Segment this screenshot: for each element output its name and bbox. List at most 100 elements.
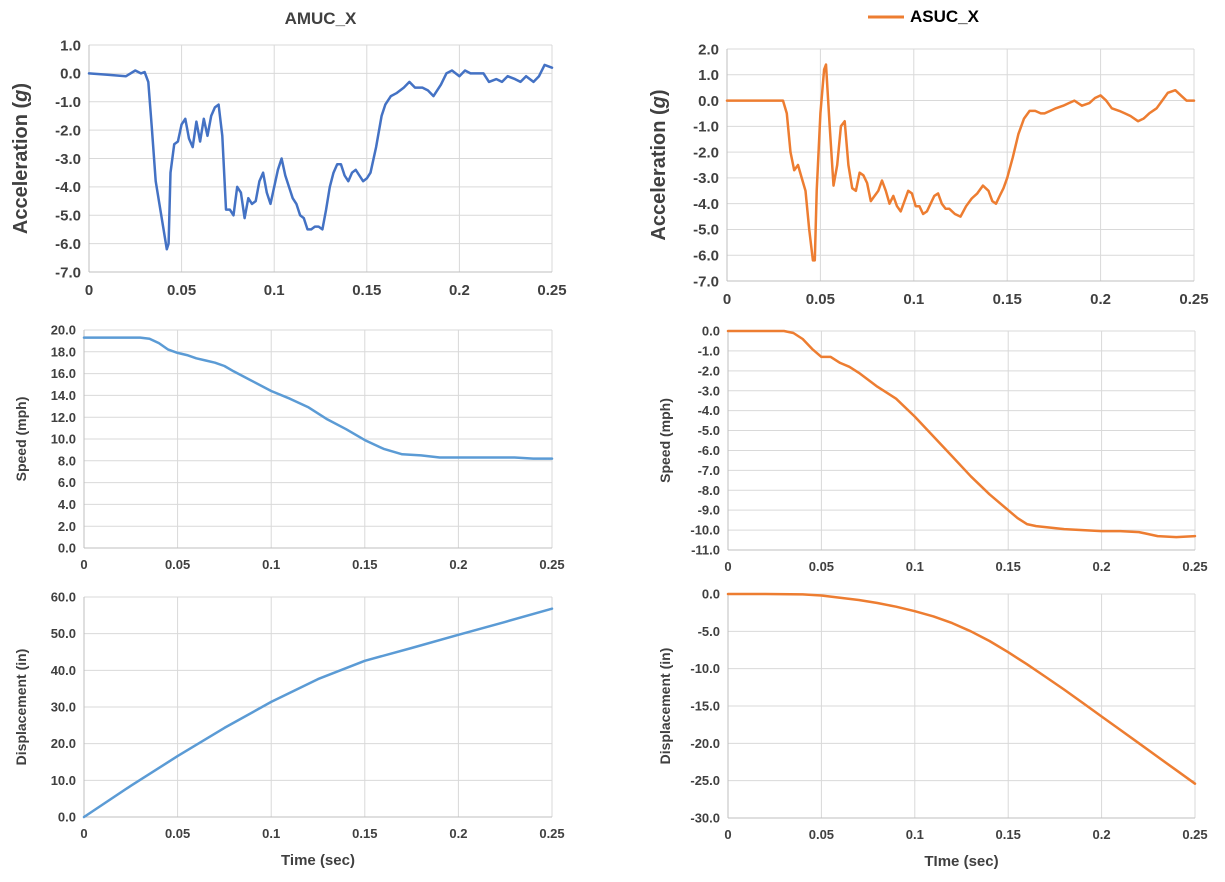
y-tick-label: 14.0 <box>51 388 76 403</box>
x-tick-label: 0.05 <box>809 559 834 574</box>
x-tick-label: 0.05 <box>167 282 196 299</box>
y-tick-label: -10.0 <box>690 523 720 538</box>
y-tick-label: -4.0 <box>693 196 719 213</box>
y-tick-label: 0.0 <box>702 324 720 339</box>
y-tick-label: 10.0 <box>51 773 76 788</box>
y-tick-label: 20.0 <box>51 323 76 338</box>
y-tick-label: -8.0 <box>698 483 720 498</box>
x-tick-label: 0.1 <box>262 557 280 572</box>
x-tick-label: 0.25 <box>1182 827 1207 842</box>
y-tick-label: -4.0 <box>698 403 720 418</box>
y-tick-label: -7.0 <box>693 273 719 290</box>
y-tick-label: 18.0 <box>51 344 76 359</box>
x-tick-label: 0 <box>723 291 731 308</box>
y-tick-label: 0.0 <box>58 810 76 825</box>
x-axis-label: TIme (sec) <box>924 853 998 870</box>
y-tick-label: -6.0 <box>55 236 81 253</box>
x-tick-label: 0 <box>85 282 93 299</box>
y-tick-label: 8.0 <box>58 453 76 468</box>
y-tick-label: -1.0 <box>693 119 719 136</box>
y-tick-label: -2.0 <box>698 363 720 378</box>
y-tick-label: -5.0 <box>698 624 720 639</box>
x-tick-label: 0.15 <box>993 291 1022 308</box>
chart-title: AMUC_X <box>285 9 357 28</box>
x-tick-label: 0.05 <box>806 291 835 308</box>
y-tick-label: -7.0 <box>55 264 81 281</box>
series-line <box>82 336 554 460</box>
x-tick-label: 0 <box>724 827 731 842</box>
y-tick-label: -3.0 <box>698 383 720 398</box>
x-tick-label: 0.05 <box>165 826 190 841</box>
series-line <box>725 63 1196 262</box>
x-tick-label: 0.2 <box>1093 559 1111 574</box>
y-tick-label: 0.0 <box>702 587 720 602</box>
x-tick-label: 0.15 <box>352 557 377 572</box>
y-tick-label: 16.0 <box>51 366 76 381</box>
y-tick-label: -3.0 <box>693 170 719 187</box>
x-tick-label: 0.2 <box>449 557 467 572</box>
y-axis-label: Acceleration (g) <box>10 83 32 234</box>
y-tick-label: -15.0 <box>690 699 720 714</box>
x-tick-label: 0 <box>80 557 87 572</box>
x-tick-label: 0.05 <box>165 557 190 572</box>
y-tick-label: 0.0 <box>60 66 81 83</box>
x-tick-label: 0.2 <box>449 826 467 841</box>
y-tick-label: 12.0 <box>51 410 76 425</box>
y-tick-label: 20.0 <box>51 736 76 751</box>
x-tick-label: 0.15 <box>352 826 377 841</box>
y-tick-label: -3.0 <box>55 151 81 168</box>
x-tick-label: 0.2 <box>1090 291 1111 308</box>
series-line <box>87 63 554 251</box>
x-tick-label: 0.25 <box>539 826 564 841</box>
x-tick-label: 0.2 <box>1093 827 1111 842</box>
series-line <box>726 329 1197 539</box>
x-tick-label: 0.1 <box>906 827 924 842</box>
legend-label: ASUC_X <box>910 7 980 26</box>
y-tick-label: 1.0 <box>698 67 719 84</box>
y-tick-label: -5.0 <box>693 222 719 239</box>
y-tick-label: 2.0 <box>58 519 76 534</box>
y-tick-label: 30.0 <box>51 700 76 715</box>
y-tick-label: -4.0 <box>55 179 81 196</box>
x-tick-label: 0.25 <box>537 282 566 299</box>
y-tick-label: -25.0 <box>690 773 720 788</box>
y-tick-label: -6.0 <box>698 443 720 458</box>
chart-right-speed: 0.0 -1.0 -2.0 -3.0 -4.0 -5.0 -6.0 -7.0 -8.0 -9.0 -… <box>657 324 1208 574</box>
x-tick-label: 0.15 <box>996 559 1021 574</box>
y-tick-label: -5.0 <box>55 208 81 225</box>
y-tick-label: 1.0 <box>60 37 81 54</box>
series-line <box>82 607 554 819</box>
y-axis-label: Speed (mph) <box>13 397 29 482</box>
y-tick-label: 2.0 <box>698 41 719 58</box>
y-tick-label: -10.0 <box>690 661 720 676</box>
y-tick-label: -1.0 <box>55 94 81 111</box>
x-tick-label: 0.25 <box>1179 291 1208 308</box>
chart-left-acc: 1.0 0.0 -1.0 -2.0 -3.0 -4.0 -5.0 -6.0 -7.00 0.05 0… <box>10 9 567 299</box>
x-tick-label: 0.25 <box>1182 559 1207 574</box>
y-axis-label: Displacement (in) <box>657 648 673 765</box>
chart-right-acc: 2.0 1.0 0.0 -1.0 -2.0 -3.0 -4.0 -5.0 -6.0 -7.00 0.… <box>648 7 1209 308</box>
x-tick-label: 0.1 <box>903 291 924 308</box>
x-axis-label: Time (sec) <box>281 852 355 869</box>
chart-right-disp: 0.0 -5.0 -10.0 -15.0 -20.0 -25.0 -30.0 0 0.05 0.1… <box>657 587 1208 870</box>
x-tick-label: 0.05 <box>809 827 834 842</box>
y-tick-label: 60.0 <box>51 590 76 605</box>
y-tick-label: 50.0 <box>51 626 76 641</box>
x-tick-label: 0.25 <box>539 557 564 572</box>
y-tick-label: -11.0 <box>691 543 720 558</box>
x-tick-label: 0.1 <box>906 559 924 574</box>
x-tick-label: 0.1 <box>262 826 280 841</box>
x-tick-label: 0.15 <box>352 282 381 299</box>
x-tick-label: 0.2 <box>449 282 470 299</box>
y-tick-label: -5.0 <box>698 423 720 438</box>
y-tick-label: -20.0 <box>690 736 720 751</box>
x-tick-label: 0.1 <box>264 282 285 299</box>
x-tick-label: 0 <box>80 826 87 841</box>
x-tick-label: 0.15 <box>996 827 1021 842</box>
chart-left-disp: 60.0 50.0 40.0 30.0 20.0 10.0 0.0 0 0.05 0.1 0.15 0… <box>13 590 565 869</box>
y-tick-label: -6.0 <box>693 247 719 264</box>
y-axis-label: Displacement (in) <box>13 649 29 766</box>
y-tick-label: -7.0 <box>698 463 720 478</box>
